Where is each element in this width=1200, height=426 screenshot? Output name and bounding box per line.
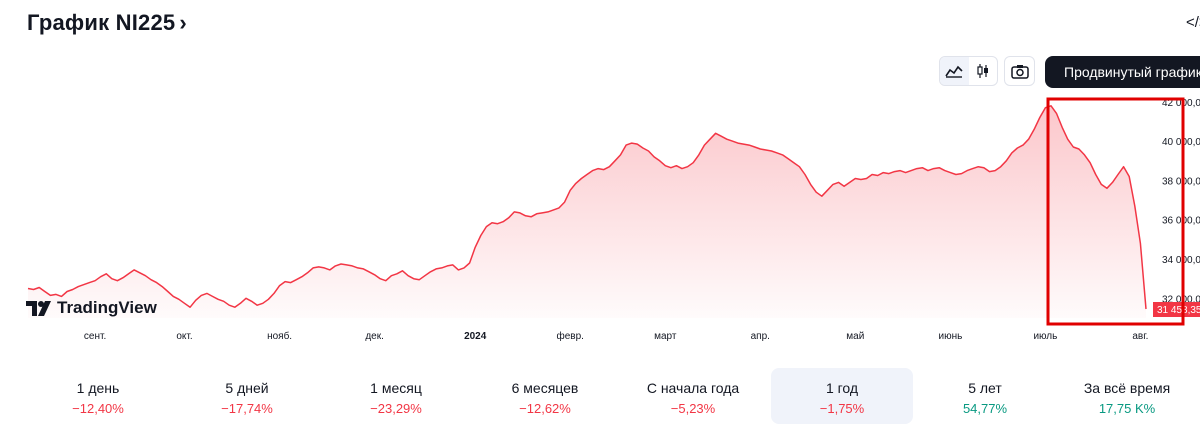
x-tick-label-3: дек. [365, 331, 384, 342]
period-change: −1,75% [819, 401, 865, 416]
chart-style-toggle [939, 56, 998, 86]
y-tick-label-5: 32 000,00 [1162, 294, 1200, 305]
y-tick-label-0: 42 000,00 [1162, 98, 1200, 109]
y-tick-label-4: 34 000,00 [1162, 255, 1200, 266]
price-line [27, 105, 1147, 310]
period-1-day[interactable]: 1 день −12,40% [27, 368, 169, 424]
period-change: −23,29% [370, 401, 422, 416]
chevron-right-icon: › [179, 10, 187, 35]
x-tick-label-8: май [846, 331, 864, 342]
x-tick-label-11: авг. [1132, 331, 1148, 342]
candlestick-button[interactable] [969, 57, 998, 85]
x-tick-label-4: 2024 [464, 331, 487, 342]
x-tick-label-6: март [654, 331, 677, 342]
page-title[interactable]: График NI225 › [27, 10, 187, 36]
candlestick-icon [977, 64, 988, 78]
y-tick-label-3: 36 000,00 [1162, 216, 1200, 227]
x-tick-label-0: сент. [84, 331, 106, 342]
price-area-fill [28, 105, 1146, 318]
x-tick-label-9: июнь [938, 331, 962, 342]
period-5-days[interactable]: 5 дней −17,74% [176, 368, 318, 424]
camera-icon [1010, 64, 1029, 79]
period-label: 1 год [825, 380, 859, 396]
x-tick-label-5: февр. [556, 330, 583, 342]
price-chart[interactable]: сент. окт. нояб. дек. 2024 февр. март апр. май ию… [0, 92, 1200, 352]
period-1-year[interactable]: 1 год −1,75% [771, 368, 913, 424]
tradingview-logo-icon [26, 301, 51, 316]
period-label: 5 дней [225, 380, 269, 396]
period-change: 54,77% [962, 401, 1008, 416]
period-label: За всё время [1083, 380, 1171, 396]
area-chart-button[interactable] [940, 57, 969, 85]
last-price-badge: 31 458,35 [1153, 302, 1200, 317]
period-change: −17,74% [221, 401, 273, 416]
screenshot-button[interactable] [1004, 56, 1035, 86]
y-tick-label-1: 40 000,00 [1162, 137, 1200, 148]
period-1-month[interactable]: 1 месяц −23,29% [325, 368, 467, 424]
y-tick-label-2: 38 000,00 [1162, 176, 1200, 187]
area-chart-icon [945, 65, 963, 78]
x-tick-label-2: нояб. [267, 330, 292, 342]
period-change: −12,62% [519, 401, 571, 416]
x-tick-label-1: окт. [176, 331, 192, 342]
period-label: 1 день [76, 380, 120, 396]
period-change: −12,40% [72, 401, 124, 416]
period-all-time[interactable]: За всё время 17,75 K% [1056, 368, 1198, 424]
period-label: 5 лет [968, 380, 1002, 396]
x-tick-label-10: июль [1033, 331, 1057, 342]
last-price-label: 31 458,35 [1157, 305, 1200, 316]
advanced-chart-button[interactable]: Продвинутый график [1045, 56, 1200, 88]
tradingview-logo-text: TradingView [57, 298, 157, 317]
period-6-months[interactable]: 6 месяцев −12,62% [474, 368, 616, 424]
period-change: −5,23% [670, 401, 716, 416]
x-tick-label-7: апр. [751, 331, 770, 342]
embed-code-icon[interactable]: </> [1186, 14, 1200, 31]
period-label: 1 месяц [370, 380, 422, 396]
period-selector: 1 день −12,40% 5 дней −17,74% 1 месяц −2… [0, 368, 1200, 424]
period-change: 17,75 K% [1098, 401, 1156, 416]
period-ytd[interactable]: С начала года −5,23% [622, 368, 764, 424]
advanced-chart-label: Продвинутый график [1064, 64, 1200, 80]
highlight-box [1046, 97, 1185, 326]
period-label: 6 месяцев [511, 380, 579, 396]
period-label: С начала года [646, 380, 740, 396]
period-5-years[interactable]: 5 лет 54,77% [914, 368, 1056, 424]
page-title-text: График NI225 [27, 10, 176, 35]
tradingview-logo[interactable]: TradingView [26, 298, 157, 318]
